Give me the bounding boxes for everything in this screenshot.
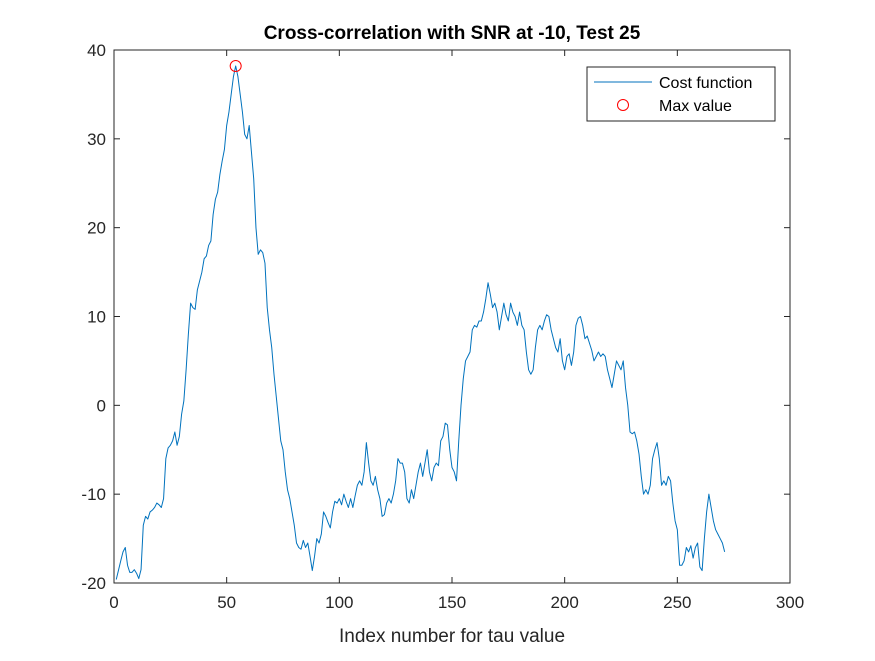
y-tick-label: 30 — [87, 130, 106, 149]
x-axis-label: Index number for tau value — [339, 626, 565, 647]
y-tick-label: -20 — [81, 574, 106, 593]
plot-area — [114, 50, 790, 583]
legend: Cost function Max value — [586, 66, 776, 122]
max-value-marker — [229, 59, 242, 72]
y-tick-label: 20 — [87, 219, 106, 238]
y-tick-label: 40 — [87, 41, 106, 60]
x-tick-label: 50 — [217, 593, 236, 612]
x-tick-label: 150 — [438, 593, 466, 612]
y-tick-label: 0 — [97, 396, 106, 415]
x-tick-label: 300 — [776, 593, 804, 612]
legend-label-cost-function: Cost function — [659, 75, 752, 92]
x-tick-label: 250 — [663, 593, 691, 612]
legend-label-max-value: Max value — [659, 98, 732, 115]
chart-title: Cross-correlation with SNR at -10, Test … — [264, 23, 641, 44]
legend-marker-sample — [617, 99, 629, 111]
axes-box — [113, 49, 791, 584]
y-tick-label: -10 — [81, 485, 106, 504]
x-tick-label: 0 — [109, 593, 118, 612]
series-line-cost-function — [115, 65, 726, 580]
x-tick-label: 200 — [550, 593, 578, 612]
x-tick-label: 100 — [325, 593, 353, 612]
y-tick-label: 10 — [87, 308, 106, 327]
legend-box — [586, 66, 776, 122]
tick-labels: 0 50 100 150 200 250 300 -20 -10 0 10 20 30 40 — [81, 41, 804, 612]
